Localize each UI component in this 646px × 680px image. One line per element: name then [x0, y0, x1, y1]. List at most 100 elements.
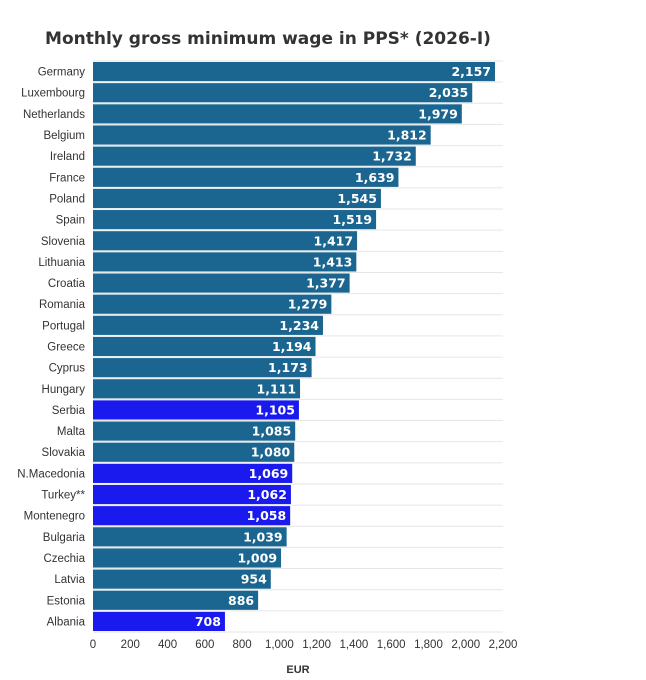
bar-value-label: 1,279: [288, 297, 328, 312]
bar: [93, 188, 381, 209]
bar: [93, 125, 431, 145]
category-label: Greece: [47, 342, 85, 354]
category-label: Luxembourg: [21, 88, 85, 100]
x-tick-label: 1,000: [265, 639, 294, 651]
x-tick-label: 1,600: [377, 639, 406, 651]
bar: [93, 315, 323, 335]
category-label: Belgium: [43, 130, 85, 142]
category-label: Cyprus: [49, 363, 86, 375]
bar: [93, 104, 462, 124]
bar-value-label: 1,058: [247, 508, 287, 523]
category-label: Ireland: [50, 151, 85, 163]
bar-value-label: 1,413: [313, 254, 353, 269]
bar: [93, 336, 316, 357]
bar-value-label: 1,085: [252, 424, 292, 439]
bar: [93, 83, 473, 103]
bar: [93, 484, 291, 505]
category-label: Albania: [47, 616, 86, 628]
category-label: Portugal: [42, 320, 85, 332]
bar-value-label: 1,732: [372, 149, 412, 164]
bar-value-label: 1,812: [387, 128, 427, 143]
bar-value-label: 1,069: [249, 466, 289, 481]
x-tick-label: 2,000: [451, 639, 480, 651]
x-tick-label: 0: [90, 639, 96, 651]
category-label: Germany: [38, 67, 86, 79]
bar: [93, 590, 259, 610]
x-tick-label: 1,200: [302, 639, 331, 651]
grid-lines: [93, 60, 503, 633]
bar-value-label: 954: [241, 572, 267, 587]
bar: [93, 400, 299, 420]
bar: [93, 463, 293, 483]
category-label: Croatia: [48, 278, 86, 290]
category-label: Latvia: [54, 574, 85, 586]
bar-value-label: 1,173: [268, 360, 308, 375]
category-label: Estonia: [47, 595, 86, 607]
x-tick-label: 1,800: [414, 639, 443, 651]
bar-value-label: 1,545: [337, 191, 377, 206]
bars: 2,157 2,035 1,979 1,812 1,732 1,639 1,545 1,519…: [93, 62, 495, 631]
x-axis-title: EUR: [286, 664, 309, 676]
x-tick-label: 400: [158, 639, 177, 651]
category-label: Romania: [39, 299, 86, 311]
bar: [93, 527, 287, 547]
bar-value-label: 1,080: [251, 445, 291, 460]
bar-value-label: 1,417: [314, 233, 354, 248]
x-tick-label: 200: [121, 639, 140, 651]
bar: [93, 273, 350, 293]
bar-value-label: 2,035: [429, 85, 469, 100]
category-label: Bulgaria: [43, 532, 86, 544]
bar: [93, 231, 358, 251]
bar-value-label: 708: [195, 614, 221, 629]
x-tick-label: 800: [232, 639, 251, 651]
bar: [93, 569, 271, 589]
bar: [93, 548, 282, 568]
bar-value-label: 1,377: [306, 276, 346, 291]
x-axis-ticks: 0 200 400 600 800 1,000 1,200 1,400 1,600 1,800 2,…: [90, 639, 518, 651]
category-label: Slovenia: [41, 236, 86, 248]
bar: [93, 421, 296, 441]
bar-value-label: 1,105: [255, 402, 295, 417]
category-label: Poland: [49, 193, 85, 205]
category-label: Montenegro: [24, 511, 85, 523]
category-label: Serbia: [52, 405, 86, 417]
category-label: Czechia: [43, 553, 85, 565]
bar: [93, 506, 291, 526]
category-label: Malta: [57, 426, 86, 438]
bar-value-label: 1,519: [333, 212, 373, 227]
bar-value-label: 1,111: [257, 381, 297, 396]
category-label: Spain: [56, 215, 85, 227]
category-labels: Germany Luxembourg Netherlands Belgium Irela…: [17, 67, 85, 629]
bar-value-label: 1,639: [355, 170, 395, 185]
bar-value-label: 1,194: [272, 339, 312, 354]
bar: [93, 146, 416, 166]
bar: [93, 442, 295, 462]
bar-value-label: 1,039: [243, 529, 283, 544]
chart-title: Monthly gross minimum wage in PPS* (2026…: [45, 29, 491, 49]
bar-value-label: 1,234: [279, 318, 319, 333]
x-tick-label: 600: [195, 639, 214, 651]
bar: [93, 379, 301, 399]
bar: [93, 294, 332, 314]
bar: [93, 210, 377, 230]
bar: [93, 252, 357, 272]
bar-value-label: 1,009: [237, 550, 277, 565]
bar: [93, 611, 225, 631]
bar: [93, 167, 399, 187]
x-tick-label: 2,200: [489, 639, 518, 651]
bar-value-label: 2,157: [451, 64, 491, 79]
category-label: France: [49, 172, 85, 184]
bar-value-label: 886: [228, 593, 254, 608]
bar-value-label: 1,979: [418, 106, 458, 121]
category-label: Lithuania: [38, 257, 85, 269]
x-tick-label: 1,400: [340, 639, 369, 651]
category-label: Netherlands: [23, 109, 85, 121]
category-label: Slovakia: [42, 447, 86, 459]
bar: [93, 62, 495, 82]
bar-value-label: 1,062: [247, 487, 287, 502]
category-label: N.Macedonia: [17, 468, 85, 480]
category-label: Turkey**: [41, 490, 85, 502]
category-label: Hungary: [42, 384, 86, 396]
bar: [93, 358, 312, 378]
